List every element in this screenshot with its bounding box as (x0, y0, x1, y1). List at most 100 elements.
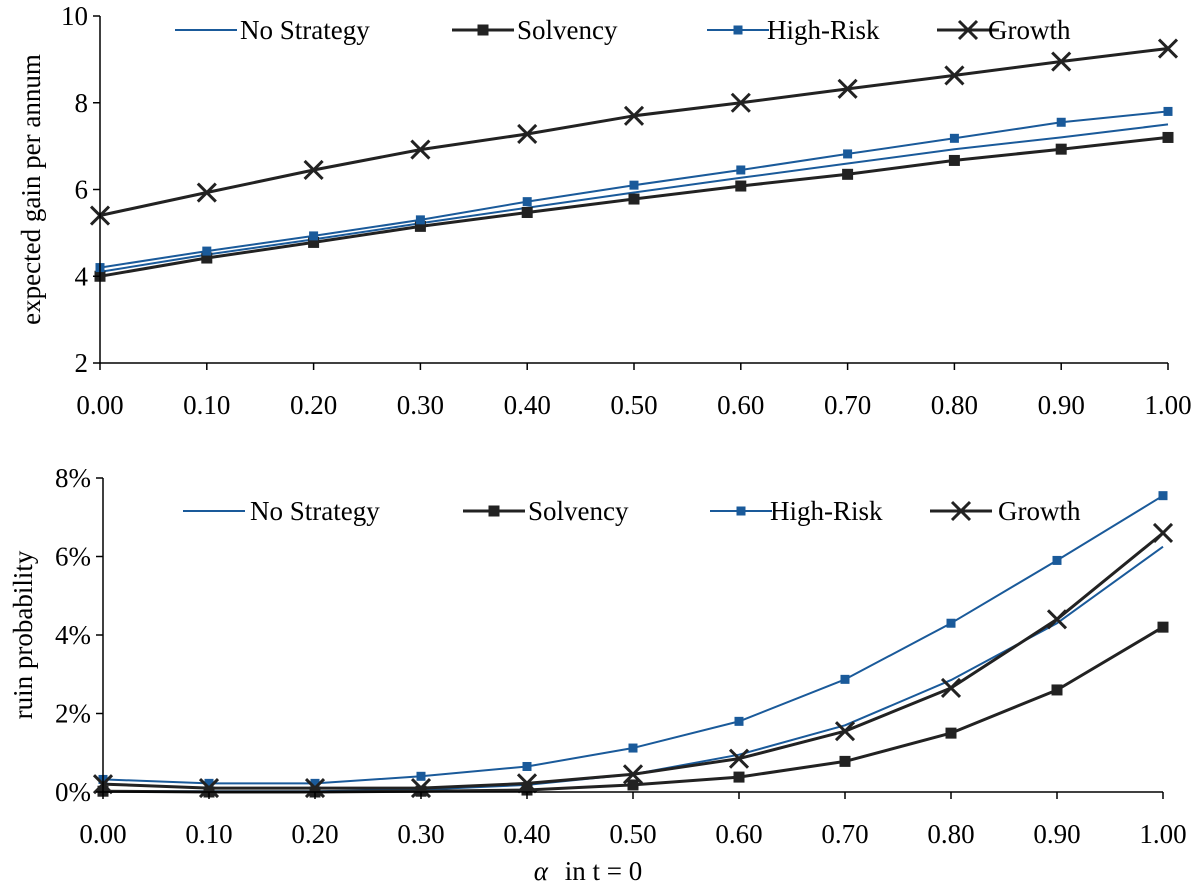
data-point-high_risk-marker (1158, 491, 1168, 501)
data-point-growth-marker (304, 778, 326, 799)
data-point-solvency-marker (521, 206, 533, 218)
legend-marker (733, 25, 743, 35)
data-point-growth-marker (728, 748, 750, 769)
legend-label: High-Risk (770, 496, 883, 526)
x-tick-label: 0.30 (397, 390, 444, 420)
x-tick-label: 0.90 (1038, 390, 1085, 420)
y-tick-label: 2 (75, 348, 89, 378)
y-tick-label: 8% (55, 463, 91, 493)
legend-marker (736, 506, 746, 516)
ticks: 2 4 6 8 10 0.00 0.10 0.20 0.30 0.40 0.50 0.60 0.70 0.… (61, 1, 1192, 420)
y-tick-label: 0% (55, 777, 91, 807)
y-tick-label: 10 (61, 1, 88, 31)
x-tick-label: 0.80 (927, 819, 974, 849)
data-point-growth-marker (1051, 51, 1072, 72)
x-tick-label: 0.80 (931, 390, 978, 420)
chart-ruin-probability: 0% 2% 4% 6% 8% 0.00 0.10 0.20 0.30 0.40 0.50 0.60 0.… (8, 463, 1187, 885)
x-tick-label: 1.00 (1144, 390, 1191, 420)
series-line-no_strategy (99, 123, 1169, 273)
data-point-growth-marker (516, 773, 538, 794)
legend-marker (477, 24, 489, 36)
series-high_risk (98, 491, 1168, 788)
data-point-growth-marker (517, 123, 538, 145)
data-point-high_risk-marker (522, 197, 532, 207)
legend-item-solvency: Solvency (452, 15, 618, 45)
legend-item-high_risk: High-Risk (707, 15, 880, 45)
y-tick-label: 4 (75, 261, 89, 291)
data-point-growth-marker (410, 139, 431, 160)
legend-marker (488, 505, 500, 517)
legend-item-solvency: Solvency (463, 496, 629, 526)
series-line-high_risk (102, 494, 1164, 785)
x-tick-label: 0.50 (610, 390, 657, 420)
series-solvency (94, 131, 1174, 282)
legend-label: High-Risk (767, 15, 880, 45)
data-point-high_risk-marker (416, 771, 426, 781)
data-point-solvency-marker (627, 779, 639, 791)
x-tick-label: 0.60 (717, 390, 764, 420)
data-point-high_risk-marker (415, 215, 425, 225)
data-point-growth-marker (730, 92, 751, 113)
data-point-high_risk-marker (204, 778, 214, 788)
series-solvency (97, 621, 1169, 798)
data-point-high_risk-marker (1052, 555, 1062, 565)
data-point-growth-marker (834, 721, 856, 742)
data-point-solvency-marker (733, 771, 745, 783)
x-tick-label: 0.00 (76, 390, 123, 420)
legend: No Strategy Solvency High-Risk Growth (175, 15, 1071, 45)
data-point-solvency-marker (948, 154, 960, 166)
data-point-high_risk-marker (843, 149, 853, 159)
data-point-growth-marker (196, 182, 217, 203)
data-point-growth-marker (837, 78, 858, 99)
x-axis-label: α in t = 0 (534, 856, 642, 885)
data-point-growth-marker (303, 159, 324, 181)
data-point-high_risk-marker (736, 165, 746, 175)
data-point-growth-marker (198, 778, 220, 799)
data-point-growth-marker (410, 778, 432, 799)
series-growth (89, 38, 1179, 226)
data-point-high_risk-marker (949, 133, 959, 143)
legend-label: Growth (988, 15, 1071, 45)
data-point-solvency-marker (1055, 143, 1067, 155)
series-line-solvency (99, 135, 1169, 278)
y-tick-label: 6% (55, 542, 91, 572)
x-tick-label: 1.00 (1139, 819, 1186, 849)
x-tick-label: 0.50 (609, 819, 656, 849)
y-tick-label: 8 (75, 88, 89, 118)
series-high_risk (95, 106, 1173, 273)
x-tick-label: 0.40 (504, 390, 551, 420)
data-point-high_risk-marker (1163, 106, 1173, 116)
legend-marker (957, 19, 979, 41)
legend-item-high_risk: High-Risk (710, 496, 883, 526)
legend-label: No Strategy (240, 15, 370, 45)
data-point-high_risk-marker (734, 716, 744, 726)
data-point-growth-marker (622, 764, 644, 785)
y-tick-label: 4% (55, 620, 91, 650)
x-tick-label: 0.30 (397, 819, 444, 849)
y-tick-label: 6 (75, 175, 89, 205)
x-tick-label: 0.10 (183, 390, 230, 420)
x-tick-label: 0.20 (291, 819, 338, 849)
ticks: 0% 2% 4% 6% 8% 0.00 0.10 0.20 0.30 0.40 0.50 0.60 0.… (55, 463, 1187, 849)
plot-lines (92, 491, 1174, 799)
x-tick-label: 0.10 (185, 819, 232, 849)
legend-label: Solvency (517, 15, 618, 45)
data-point-solvency-marker (945, 727, 957, 739)
data-point-solvency-marker (415, 785, 427, 797)
data-point-high_risk-marker (310, 778, 320, 788)
data-point-high_risk-marker (840, 674, 850, 684)
data-point-solvency-marker (521, 784, 533, 796)
legend-item-no_strategy: No Strategy (175, 15, 370, 45)
data-point-high_risk-marker (202, 246, 212, 256)
x-axis-label-symbol: α (534, 856, 549, 885)
legend: No Strategy Solvency High-Risk Growth (183, 496, 1081, 526)
data-point-solvency-marker (201, 252, 213, 264)
legend-item-growth: Growth (930, 496, 1081, 526)
x-tick-label: 0.20 (290, 390, 337, 420)
legend-marker (950, 500, 972, 522)
data-point-high_risk-marker (629, 180, 639, 190)
data-point-high_risk-marker (628, 743, 638, 753)
y-axis-label: ruin probability (8, 550, 38, 719)
series-no_strategy (99, 123, 1169, 273)
